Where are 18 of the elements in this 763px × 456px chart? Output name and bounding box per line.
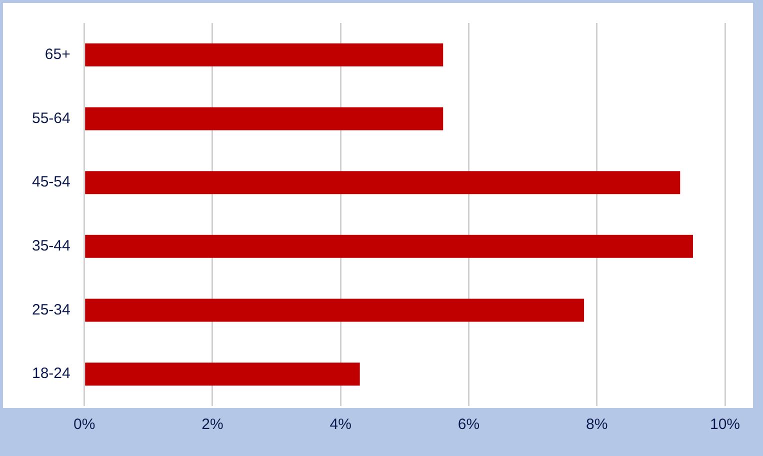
bar <box>85 234 693 258</box>
x-tick-label: 2% <box>202 416 224 434</box>
x-tick-label: 4% <box>330 416 352 434</box>
x-tick-label: 10% <box>710 416 740 434</box>
x-tick-label: 6% <box>458 416 480 434</box>
bar <box>85 107 444 130</box>
bar <box>85 171 680 194</box>
x-tick-label: 8% <box>586 416 608 434</box>
bar <box>85 362 360 386</box>
y-tick-label: 45-54 <box>32 174 70 191</box>
y-tick-label: 65+ <box>44 46 71 64</box>
bar <box>85 43 444 66</box>
x-tick-label: 0% <box>74 416 96 434</box>
y-tick-label: 25-34 <box>32 301 70 318</box>
y-tick-label: 18-24 <box>32 365 70 382</box>
y-tick-label: 35-44 <box>32 238 70 255</box>
y-tick-label: 55-64 <box>32 110 70 127</box>
bar <box>85 298 584 322</box>
